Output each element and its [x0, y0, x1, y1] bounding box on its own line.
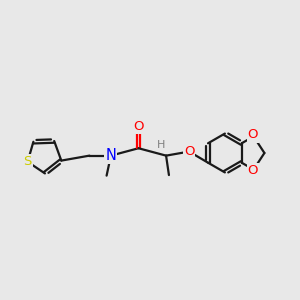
Text: S: S [23, 155, 32, 168]
Text: O: O [248, 128, 258, 142]
Text: O: O [133, 120, 144, 133]
Text: N: N [105, 148, 116, 163]
Text: O: O [248, 164, 258, 178]
Text: H: H [157, 140, 165, 150]
Text: O: O [184, 145, 194, 158]
